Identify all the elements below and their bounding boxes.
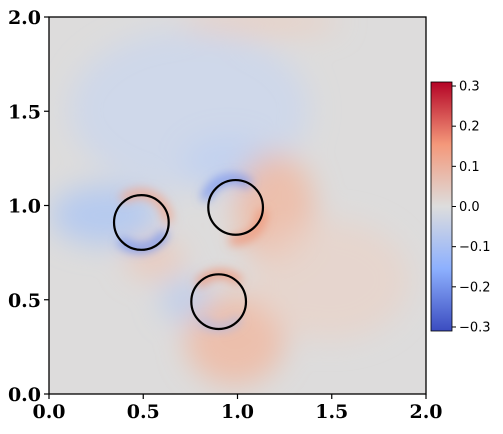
colorbar-tick-label: 0.3 (459, 80, 480, 95)
y-tick-label: 2.0 (8, 7, 41, 29)
y-tick-label: 0.5 (8, 290, 41, 312)
x-tick-label: 0.0 (32, 401, 65, 423)
circle-1 (112, 194, 170, 251)
heatmap-field (50, 17, 410, 385)
y-tick-label: 1.5 (8, 101, 41, 123)
colorbar (430, 81, 453, 332)
x-tick-label: 2.0 (409, 401, 442, 423)
colorbar-tick-label: 0.2 (459, 120, 480, 135)
colorbar-tick-label: −0.1 (459, 240, 491, 255)
x-axis: 0.0 0.5 1.0 1.5 2.0 (32, 394, 443, 423)
x-tick-label: 0.5 (127, 401, 160, 423)
x-tick-label: 1.0 (221, 401, 254, 423)
colorbar-tick-label: −0.3 (459, 320, 491, 335)
y-axis: 0.0 0.5 1.0 1.5 2.0 (8, 7, 49, 406)
y-tick-label: 0.0 (8, 384, 41, 406)
colorbar-axis: 0.3 0.2 0.1 0.0 −0.1 −0.2 −0.3 (452, 80, 491, 335)
circle-3 (190, 273, 248, 331)
circle-2 (207, 178, 265, 236)
x-tick-label: 1.5 (315, 401, 348, 423)
colorbar-tick-label: 0.1 (459, 160, 480, 175)
colorbar-tick-label: −0.2 (459, 280, 491, 295)
circle-markers (112, 178, 265, 331)
y-tick-label: 1.0 (8, 196, 41, 218)
colorbar-tick-label: 0.0 (459, 200, 480, 215)
